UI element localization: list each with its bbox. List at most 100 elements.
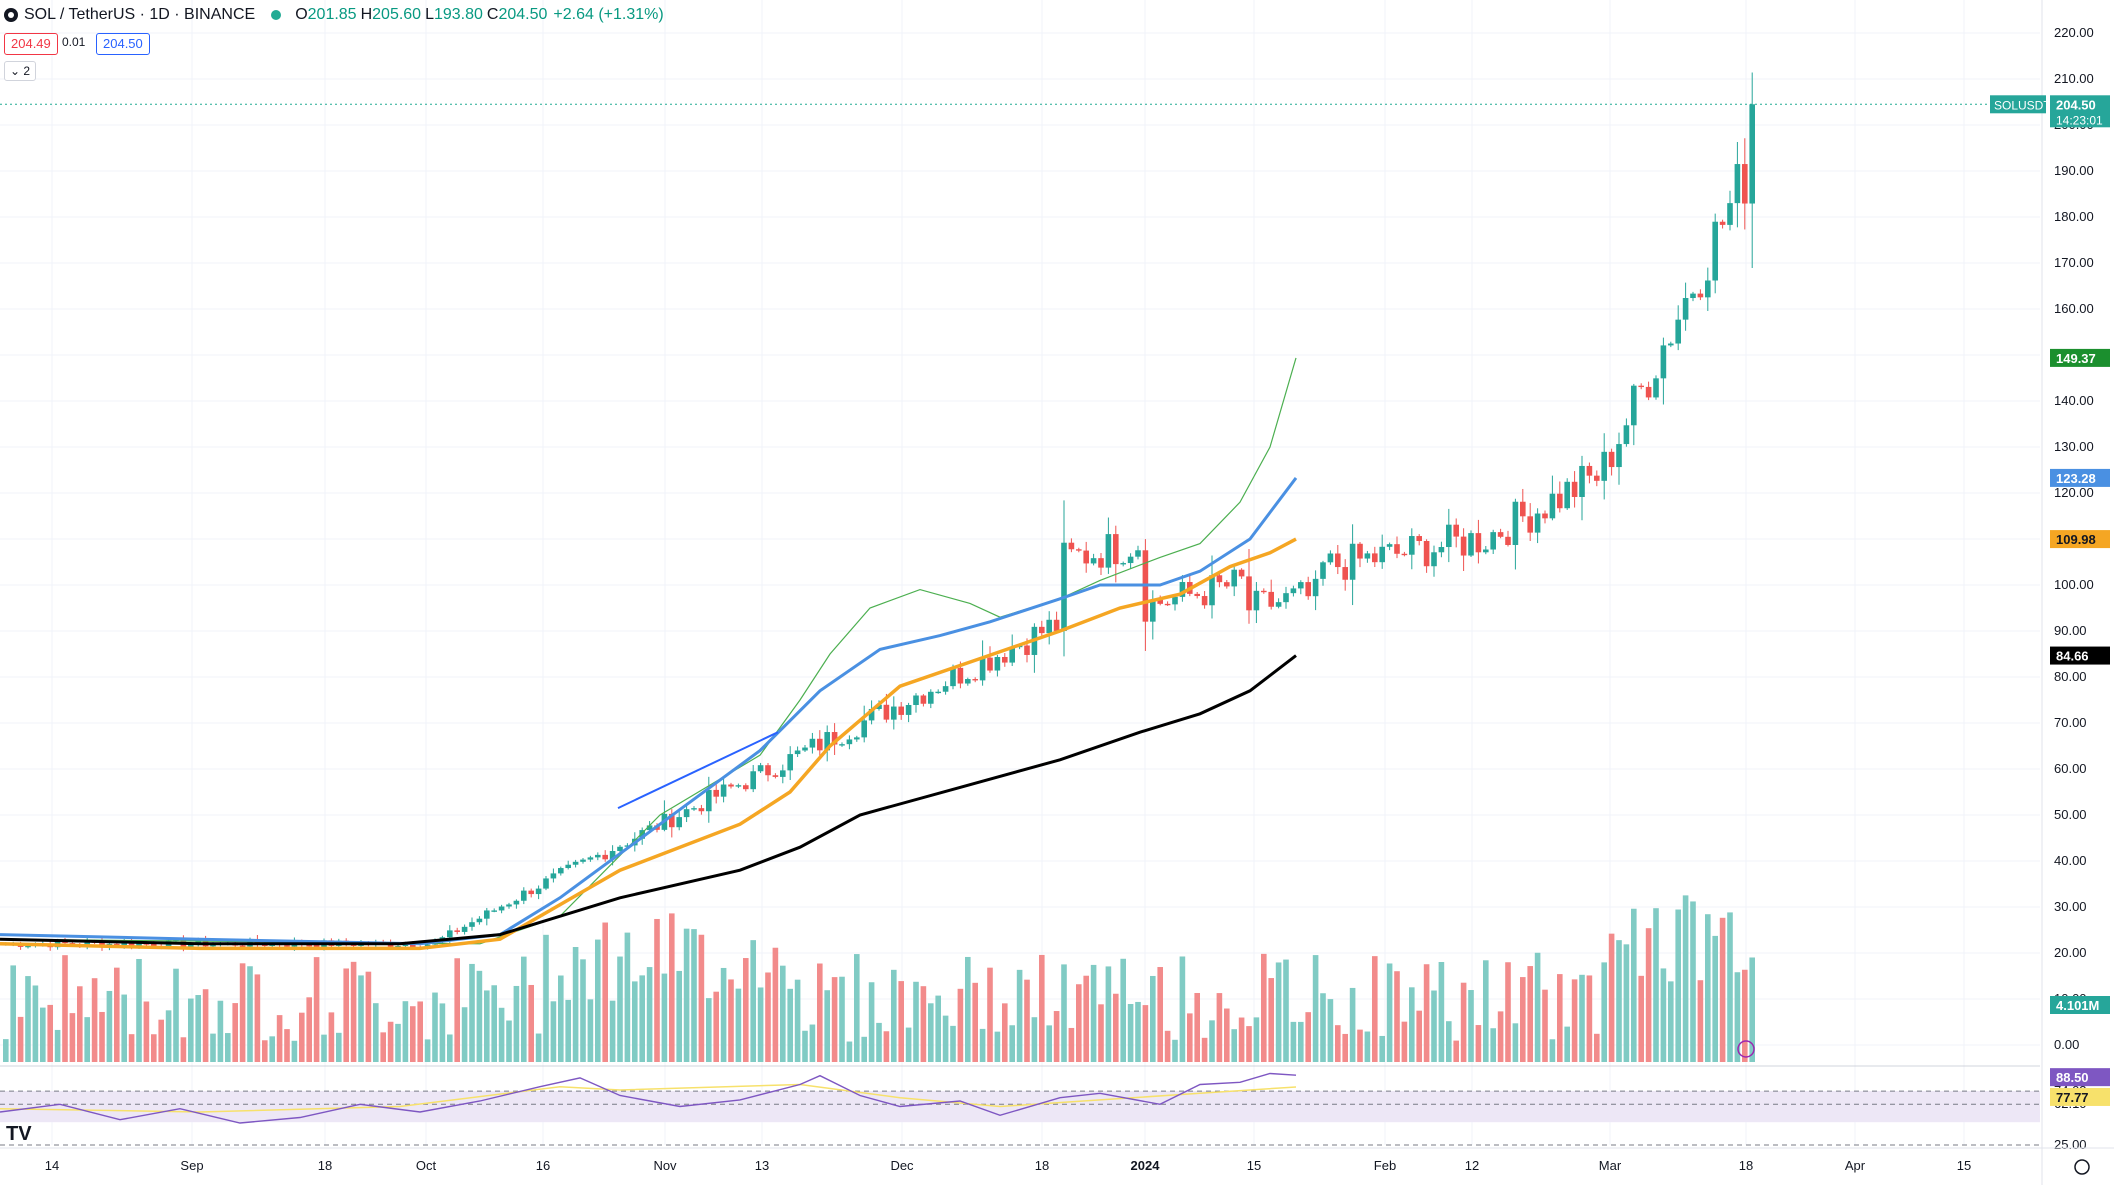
candle-body bbox=[1127, 556, 1134, 564]
candle-body bbox=[1238, 569, 1245, 577]
last-price-tag-bg bbox=[2050, 95, 2110, 128]
y-tick-label: 210.00 bbox=[2054, 71, 2094, 86]
volume-bar bbox=[40, 1007, 46, 1062]
candle-body bbox=[1705, 280, 1711, 298]
volume-bar bbox=[580, 959, 586, 1062]
volume-bar bbox=[1542, 989, 1548, 1062]
y-tick-label: 190.00 bbox=[2054, 163, 2094, 178]
candle-body bbox=[1305, 582, 1311, 597]
volume-bar bbox=[269, 1036, 275, 1062]
volume-bar bbox=[661, 973, 668, 1062]
volume-bar bbox=[794, 979, 801, 1062]
x-tick-label: 12 bbox=[1465, 1158, 1479, 1173]
volume-bar bbox=[106, 990, 113, 1062]
volume-bar bbox=[602, 922, 608, 1062]
y-tick-label: 180.00 bbox=[2054, 209, 2094, 224]
high-value: 205.60 bbox=[372, 6, 422, 23]
candle-body bbox=[1645, 386, 1652, 398]
sell-price-button[interactable]: 204.49 bbox=[4, 33, 58, 55]
y-tick-label: 170.00 bbox=[2054, 255, 2094, 270]
volume-bar bbox=[639, 975, 645, 1062]
candle-body bbox=[1150, 599, 1156, 622]
candle-body bbox=[1275, 602, 1282, 607]
volume-bar bbox=[1357, 1029, 1363, 1062]
volume-bar bbox=[1594, 1033, 1600, 1062]
volume-bar bbox=[706, 998, 712, 1062]
candle-body bbox=[720, 784, 727, 797]
x-tick-label: Sep bbox=[180, 1158, 203, 1173]
candle-body bbox=[728, 784, 734, 787]
volume-bar bbox=[743, 958, 749, 1062]
volume-bar bbox=[831, 977, 838, 1062]
volume-bar bbox=[780, 965, 786, 1062]
volume-bar bbox=[447, 1034, 453, 1062]
y-tick-label: 120.00 bbox=[2054, 485, 2094, 500]
candle-body bbox=[565, 864, 571, 869]
volume-bar bbox=[424, 1039, 431, 1062]
rsi-value-tag: 88.50 bbox=[2056, 1070, 2089, 1085]
candle-body bbox=[1231, 569, 1237, 587]
volume-bar bbox=[1312, 955, 1319, 1062]
volume-bar bbox=[535, 1033, 542, 1062]
market-open-icon bbox=[271, 10, 282, 20]
candle-body bbox=[846, 739, 853, 745]
volume-bar bbox=[587, 999, 594, 1062]
y-tick-label: 80.00 bbox=[2054, 669, 2087, 684]
candle-body bbox=[454, 930, 460, 932]
candle-body bbox=[1046, 619, 1052, 634]
ma-line-blue bbox=[0, 477, 1298, 946]
volume-bar bbox=[669, 913, 675, 1062]
candle-body bbox=[624, 845, 631, 847]
candle-body bbox=[972, 679, 978, 681]
volume-bar bbox=[476, 970, 483, 1062]
volume-bar bbox=[1076, 984, 1082, 1062]
volume-bar bbox=[1497, 1011, 1504, 1062]
volume-bar bbox=[1601, 962, 1607, 1062]
volume-bar bbox=[1579, 974, 1585, 1062]
x-tick-label: 13 bbox=[755, 1158, 769, 1173]
candle-body bbox=[1727, 203, 1733, 225]
volume-bar bbox=[32, 985, 39, 1062]
volume-bar bbox=[1690, 901, 1696, 1062]
volume-bar bbox=[1616, 940, 1622, 1062]
candle-body bbox=[572, 861, 579, 865]
x-tick-label: 18 bbox=[1035, 1158, 1049, 1173]
candle-body bbox=[1401, 553, 1408, 556]
volume-bar bbox=[565, 999, 571, 1062]
ma-blue-tag: 123.28 bbox=[2056, 471, 2096, 486]
volume-bar bbox=[484, 990, 490, 1062]
volume-bar bbox=[395, 1023, 401, 1062]
volume-bar bbox=[1379, 1035, 1385, 1062]
low-value: 193.80 bbox=[433, 6, 483, 23]
volume-bar bbox=[1283, 959, 1289, 1062]
symbol-tag-bg bbox=[1990, 95, 2046, 114]
candle-body bbox=[1120, 563, 1126, 565]
volume-bar bbox=[1172, 1039, 1178, 1062]
volume-bar bbox=[1098, 1004, 1104, 1062]
y-tick-label: 20.00 bbox=[2054, 945, 2087, 960]
volume-bar bbox=[632, 981, 638, 1062]
candle-body bbox=[1364, 553, 1371, 559]
candle-body bbox=[1579, 465, 1585, 497]
candle-body bbox=[609, 850, 616, 860]
buy-price-button[interactable]: 204.50 bbox=[96, 33, 150, 55]
volume-bar bbox=[1246, 1026, 1252, 1062]
indicators-collapse-button[interactable]: ⌄ 2 bbox=[4, 61, 36, 81]
candle-body bbox=[1534, 513, 1541, 533]
volume-bar bbox=[62, 955, 68, 1062]
candle-body bbox=[1468, 533, 1474, 556]
symbol-title[interactable]: SOL / TetherUS · 1D · BINANCE bbox=[24, 6, 256, 23]
volume-bar bbox=[99, 1011, 105, 1062]
candle-body bbox=[1431, 552, 1437, 567]
x-tick-label: 18 bbox=[318, 1158, 332, 1173]
candle-body bbox=[1349, 543, 1356, 580]
candle-body bbox=[136, 943, 142, 947]
candle-body bbox=[1386, 544, 1393, 547]
candle-body bbox=[580, 859, 586, 862]
volume-bar bbox=[765, 972, 771, 1062]
volume-bar bbox=[1105, 966, 1112, 1062]
volume-bar bbox=[165, 1010, 172, 1062]
volume-bar bbox=[920, 986, 927, 1062]
